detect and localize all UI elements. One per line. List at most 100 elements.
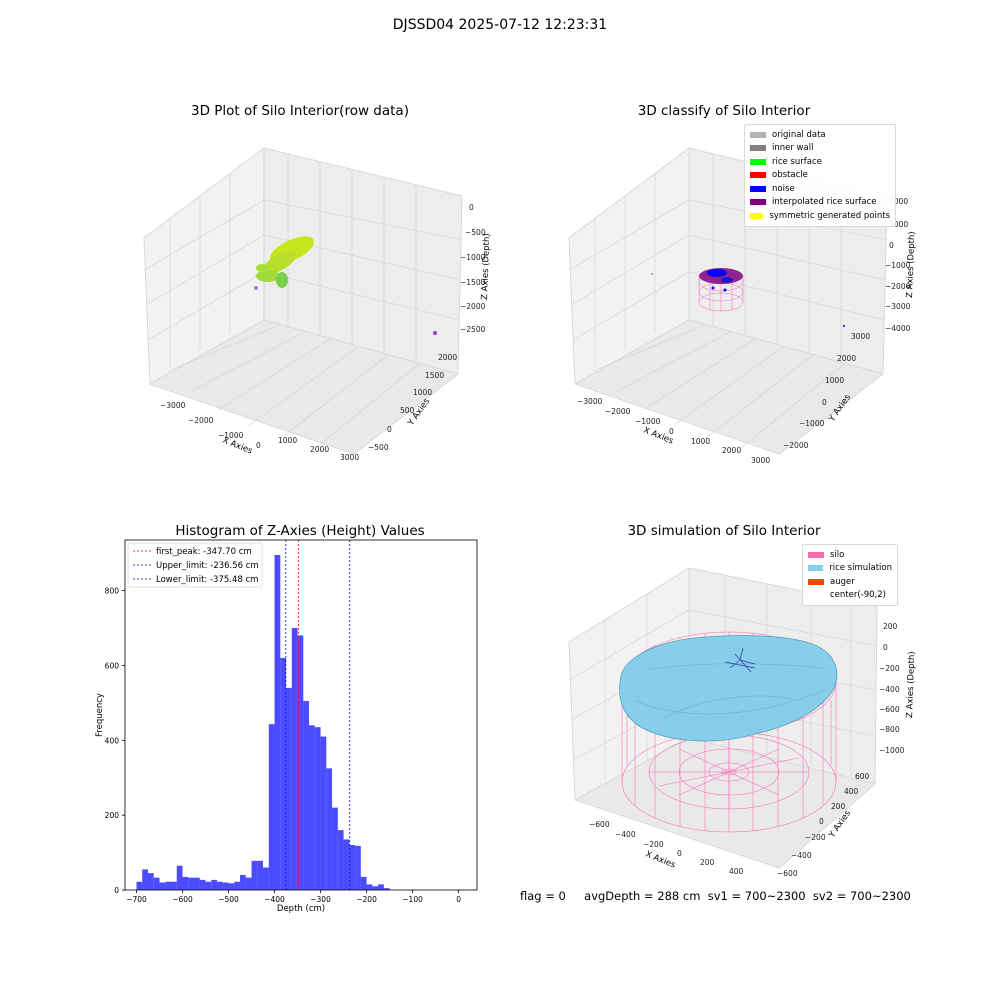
legend-item-inner-wall: inner wall [750, 142, 890, 156]
svg-text:3000: 3000 [340, 453, 359, 462]
legend-label-upper-limit: Upper_limit: -236.56 cm [156, 561, 259, 571]
histogram-bar [291, 627, 298, 890]
svg-text:0: 0 [469, 203, 474, 212]
histogram-bar [286, 687, 292, 890]
histogram-bar [274, 554, 281, 890]
histogram-bar [337, 830, 344, 890]
svg-text:−200: −200 [879, 664, 900, 673]
histogram-title: Histogram of Z-Axies (Height) Values [175, 523, 425, 539]
x-tick-label: −200 [356, 895, 377, 904]
svg-text:1000: 1000 [691, 437, 710, 446]
classify-rice-surface [651, 268, 845, 327]
histogram-bar [142, 869, 149, 890]
classify-3d-grid [568, 154, 888, 449]
histogram-x-label: Depth (cm) [277, 904, 325, 914]
svg-text:200: 200 [700, 858, 715, 867]
histogram-bar [240, 875, 246, 890]
svg-text:−200: −200 [643, 840, 664, 849]
histogram-bar [228, 883, 235, 890]
svg-text:600: 600 [855, 772, 870, 781]
svg-text:2000: 2000 [310, 445, 329, 454]
svg-text:400: 400 [844, 787, 859, 796]
classify-x-ticks: −3000 −2000 −1000 0 1000 2000 3000 [577, 397, 770, 465]
histogram-bar [171, 881, 177, 890]
svg-text:0: 0 [883, 643, 888, 652]
svg-text:0: 0 [819, 817, 824, 826]
raw-3d-box [143, 147, 463, 455]
svg-text:−400: −400 [791, 851, 812, 860]
svg-text:−200: −200 [805, 833, 826, 842]
histogram-legend: first_peak: -347.70 cm Upper_limit: -236… [127, 542, 263, 588]
histogram-bar [280, 657, 287, 890]
svg-text:1000: 1000 [413, 388, 432, 397]
legend-label-first-peak: first_peak: -347.70 cm [156, 547, 252, 557]
legend-item-rice-simulation: rice simulation [808, 562, 892, 576]
legend-swatch [808, 565, 824, 572]
histogram-bar [297, 635, 304, 890]
histogram-y-ticks: 0 200 400 600 800 [105, 587, 125, 895]
svg-text:200: 200 [831, 802, 846, 811]
svg-text:3000: 3000 [751, 456, 770, 465]
legend-label-lower-limit: Lower_limit: -375.48 cm [156, 575, 258, 585]
svg-text:2000: 2000 [722, 446, 741, 455]
svg-text:−500: −500 [368, 443, 389, 452]
y-tick-label: 400 [105, 736, 120, 745]
classify-z-ticks: 2000 1000 0 −1000 −2000 −3000 −4000 [885, 197, 911, 333]
histogram-chart[interactable]: −700 −600 −500 −400 −300 −200 −100 0 0 200 400 600… [80, 530, 500, 920]
histogram-bar [234, 881, 241, 890]
y-tick-label: 800 [105, 587, 120, 596]
svg-text:500: 500 [400, 406, 415, 415]
svg-text:−600: −600 [589, 820, 610, 829]
svg-text:−1000: −1000 [885, 261, 911, 270]
histogram-x-ticks: −700 −600 −500 −400 −300 −200 −100 0 [126, 890, 461, 904]
svg-text:200: 200 [883, 622, 898, 631]
auger-marker [724, 647, 756, 673]
svg-text:0: 0 [822, 398, 827, 407]
histogram-bar [383, 888, 390, 890]
raw-point-cloud [254, 236, 437, 335]
x-tick-label: −400 [264, 895, 285, 904]
classify-legend: original data inner wall rice surface ob… [744, 124, 896, 227]
legend-item-interpolated-rice-surface: interpolated rice surface [750, 196, 890, 210]
raw-plot-title: 3D Plot of Silo Interior(row data) [191, 103, 409, 119]
legend-item-obstacle: obstacle [750, 169, 890, 183]
legend-swatch [750, 145, 766, 152]
histogram-bar [378, 884, 384, 890]
svg-text:2000: 2000 [438, 353, 457, 362]
svg-text:−1000: −1000 [879, 746, 905, 755]
flag-text: flag = 0 [520, 889, 566, 903]
svg-text:−3000: −3000 [885, 302, 911, 311]
raw-3d-plot[interactable]: −3000 −2000 −1000 0 1000 2000 3000 X Axi… [130, 130, 500, 470]
figure-title: DJSSD04 2025-07-12 12:23:31 [392, 17, 608, 33]
histogram-frame [124, 539, 478, 891]
histogram-bar [320, 736, 327, 890]
histogram-bar [257, 860, 264, 890]
histogram-bar [159, 882, 166, 890]
legend-swatch [808, 592, 824, 599]
svg-text:−400: −400 [879, 685, 900, 694]
histogram-bar [251, 860, 258, 890]
classify-z-label: Z Axies (Depth) [905, 231, 917, 298]
histogram-bar [303, 700, 310, 890]
legend-swatch [808, 551, 824, 558]
histogram-bar [349, 845, 356, 890]
histogram-bar [205, 881, 212, 890]
svg-text:1500: 1500 [425, 371, 444, 380]
simulation-3d-plot[interactable]: −600 −400 −200 0 200 400 X Axies −600 −4… [555, 550, 925, 890]
simulation-x-ticks: −600 −400 −200 0 200 400 [589, 820, 744, 876]
histogram-bar [165, 881, 172, 890]
histogram-bar [148, 873, 154, 890]
svg-text:0: 0 [677, 849, 682, 858]
svg-text:−2000: −2000 [885, 282, 911, 291]
svg-text:0: 0 [669, 427, 674, 436]
svg-text:−600: −600 [879, 705, 900, 714]
legend-swatch [750, 212, 764, 219]
stats-text: avgDepth = 288 cm sv1 = 700~2300 sv2 = 7… [584, 889, 911, 903]
histogram-bars [136, 554, 390, 890]
histogram-bar [222, 882, 229, 890]
x-tick-label: 0 [456, 895, 461, 904]
histogram-bar [153, 877, 160, 890]
simulation-legend: silo rice simulation auger center(-90,2) [802, 544, 898, 606]
svg-text:1000: 1000 [825, 376, 844, 385]
raw-3d-grid [143, 148, 463, 449]
